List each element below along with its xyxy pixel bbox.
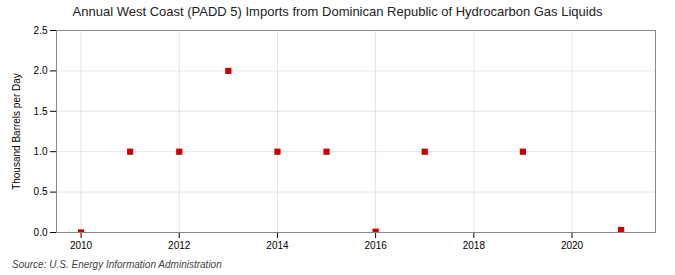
svg-text:2.0: 2.0 [34,65,48,76]
svg-text:Thousand Barrels per Day: Thousand Barrels per Day [11,73,22,190]
svg-text:2018: 2018 [463,240,486,251]
svg-text:0.0: 0.0 [34,227,48,238]
svg-text:1.5: 1.5 [34,106,48,117]
html-text:Source: U.S. Energy Informatio: Source: U.S. Energy Information Administ… [12,259,222,270]
svg-text:0.5: 0.5 [34,186,48,197]
html-text:Annual West Coast (PADD 5) Imp: Annual West Coast (PADD 5) Imports from … [72,4,603,19]
svg-text:1.0: 1.0 [34,146,48,157]
svg-text:2012: 2012 [168,240,191,251]
svg-text:2014: 2014 [266,240,289,251]
svg-text:2020: 2020 [561,240,584,251]
svg-text:2016: 2016 [365,240,388,251]
svg-text:2.5: 2.5 [34,25,48,36]
svg-text:2010: 2010 [70,240,93,251]
